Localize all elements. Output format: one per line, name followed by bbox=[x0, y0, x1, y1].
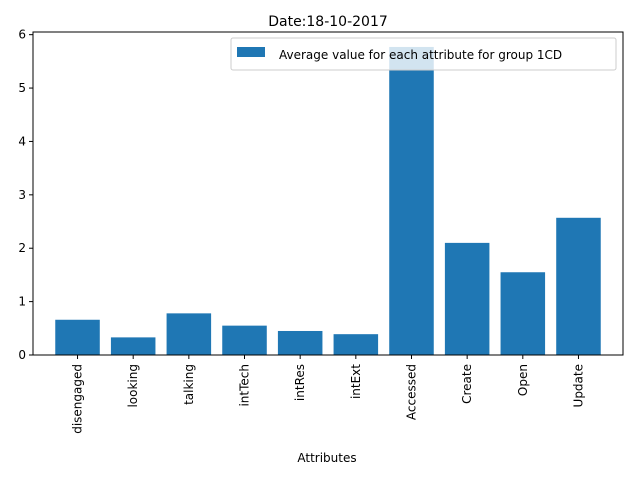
x-tick-label: Accessed bbox=[404, 364, 418, 420]
y-tick-label: 0 bbox=[18, 348, 26, 362]
bar-talking bbox=[166, 313, 212, 355]
y-tick-label: 2 bbox=[18, 241, 26, 255]
y-tick-label: 6 bbox=[18, 28, 26, 42]
x-tick-label: disengaged bbox=[71, 364, 85, 434]
bar-intTech bbox=[222, 325, 267, 355]
x-tick-label: intExt bbox=[349, 364, 363, 399]
bar-Create bbox=[444, 242, 490, 355]
y-tick-label: 1 bbox=[18, 295, 26, 309]
x-axis-ticks: disengaged looking talking intTech intRes int… bbox=[71, 355, 585, 434]
bar-Update bbox=[556, 217, 601, 355]
bar-Accessed bbox=[389, 46, 434, 355]
y-tick-label: 3 bbox=[18, 188, 26, 202]
legend-swatch bbox=[237, 47, 265, 57]
bar-intExt bbox=[333, 334, 379, 355]
bar-Open bbox=[500, 272, 546, 355]
legend-label: Average value for each attribute for gro… bbox=[279, 48, 562, 62]
x-tick-label: Create bbox=[460, 364, 474, 404]
x-tick-label: Open bbox=[516, 364, 530, 396]
legend-box bbox=[230, 37, 617, 71]
x-tick-label: talking bbox=[182, 364, 196, 405]
chart-title: Date:18-10-2017 bbox=[268, 14, 388, 30]
y-tick-label: 5 bbox=[18, 81, 26, 95]
x-tick-label: intRes bbox=[293, 364, 307, 401]
y-axis-ticks: 0 1 2 3 4 5 6 bbox=[18, 28, 33, 362]
x-axis-title: Attributes bbox=[297, 451, 356, 465]
x-tick-label: looking bbox=[126, 364, 140, 408]
bars bbox=[55, 46, 601, 355]
axes-frame bbox=[32, 31, 624, 356]
x-tick-label: Update bbox=[571, 364, 585, 407]
bar-intRes bbox=[277, 330, 323, 355]
legend: Average value for each attribute for gro… bbox=[230, 37, 617, 71]
y-tick-label: 4 bbox=[18, 134, 26, 148]
bar-disengaged bbox=[55, 319, 100, 355]
bar-looking bbox=[110, 337, 156, 355]
x-tick-label: intTech bbox=[238, 364, 252, 407]
